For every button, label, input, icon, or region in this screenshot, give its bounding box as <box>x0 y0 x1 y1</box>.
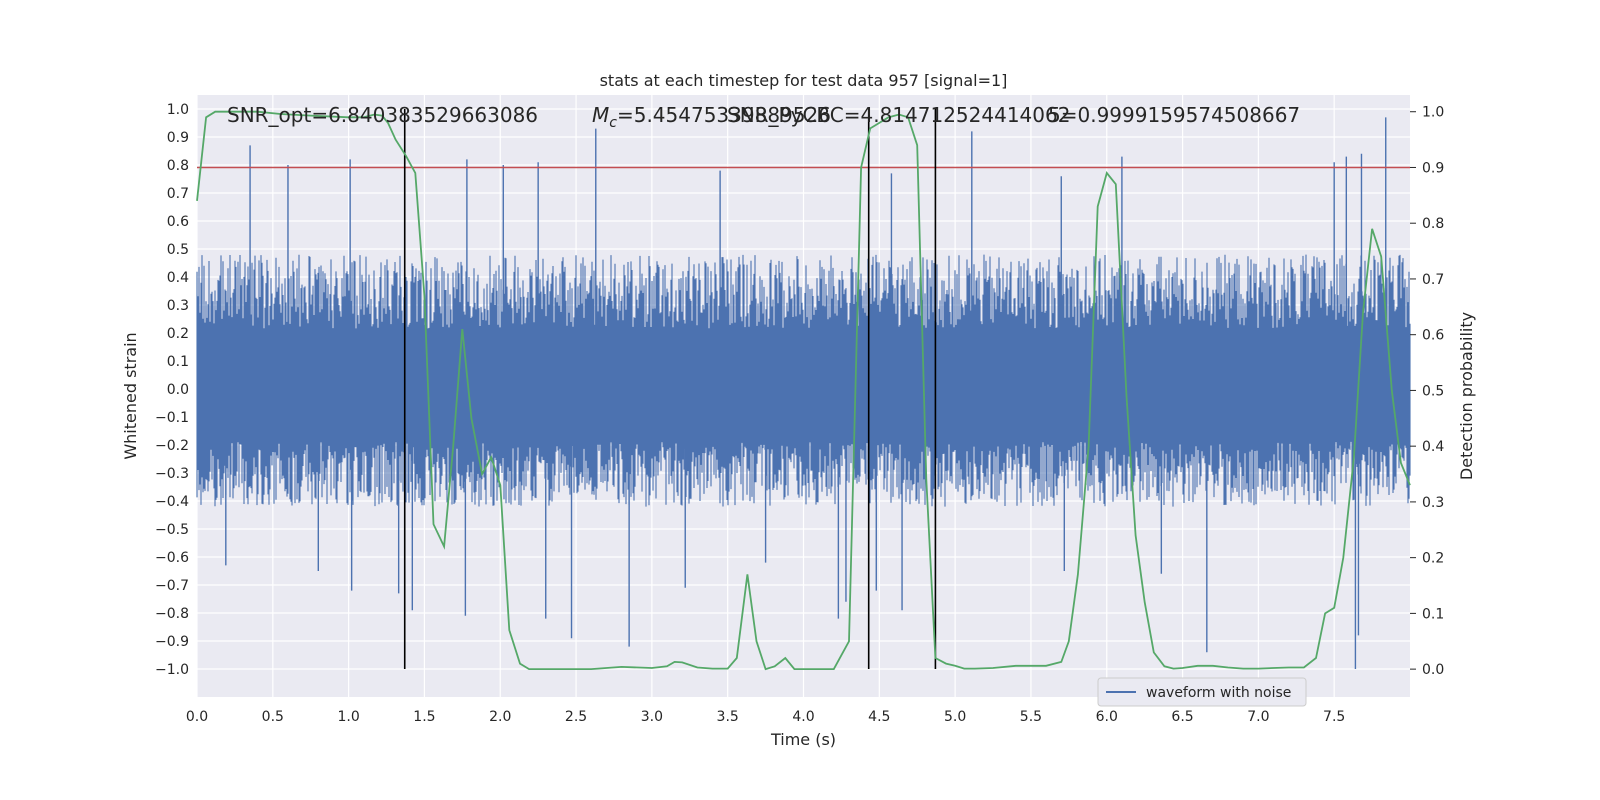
y-left-tick-label: −1.0 <box>155 662 189 678</box>
waveform-noise-band <box>196 254 1411 507</box>
y-left-tick-label: −0.9 <box>155 634 189 650</box>
annotation-mc-value: =5.45475339889526 <box>617 103 831 127</box>
y-left-tick-label: 0.4 <box>167 270 189 286</box>
y-left-tick-label: −0.5 <box>155 522 189 538</box>
y-left-tick-label: 0.6 <box>167 214 189 230</box>
annotation-mc-subscript: c <box>609 115 617 131</box>
y-right-axis-ticks: 1.0 0.9 0.8 0.7 0.6 0.5 0.4 0.3 0.2 0.1 0.0 <box>1410 105 1444 678</box>
y-right-tick-label: 0.1 <box>1422 606 1444 622</box>
x-tick-label: 0.0 <box>186 709 208 725</box>
x-tick-label: 1.0 <box>337 709 359 725</box>
annotation-snr-opt: SNR_opt=6.840383529663086 <box>227 103 538 127</box>
y-left-tick-label: −0.3 <box>155 466 189 482</box>
y-right-tick-label: 0.6 <box>1422 328 1444 344</box>
legend: waveform with noise <box>1097 677 1307 707</box>
y-left-tick-label: 0.2 <box>167 326 189 342</box>
y-left-tick-label: 1.0 <box>167 102 189 118</box>
y-left-tick-label: 0.3 <box>167 298 189 314</box>
y-left-tick-label: −0.7 <box>155 578 189 594</box>
y-left-tick-label: −0.1 <box>155 410 189 426</box>
x-tick-label: 6.5 <box>1171 709 1193 725</box>
x-tick-label: 6.0 <box>1096 709 1118 725</box>
legend-label-waveform: waveform with noise <box>1146 685 1291 701</box>
y-left-tick-label: 0.5 <box>167 242 189 258</box>
x-axis-ticks: 0.0 0.5 1.0 1.5 2.0 2.5 3.0 3.5 4.0 4.5 5.0 5.5 6.0 6… <box>186 709 1345 725</box>
annotation-snr-pycbc: SNR_PyCBC=4.814712524414062 <box>727 103 1070 127</box>
x-tick-label: 7.0 <box>1247 709 1269 725</box>
x-tick-label: 0.5 <box>262 709 284 725</box>
y-left-tick-label: 0.8 <box>167 158 189 174</box>
y-left-tick-label: 0.1 <box>167 354 189 370</box>
x-tick-label: 2.5 <box>565 709 587 725</box>
y-right-tick-label: 0.5 <box>1422 383 1444 399</box>
y-left-tick-label: 0.7 <box>167 186 189 202</box>
detection-probability-line <box>196 110 1411 671</box>
x-tick-label: 5.5 <box>1020 709 1042 725</box>
y-left-tick-label: −0.4 <box>155 494 189 510</box>
chart-title: stats at each timestep for test data 957… <box>600 71 1008 90</box>
annotation-mc-symbol: M <box>592 103 609 127</box>
y-right-tick-label: 0.4 <box>1422 439 1444 455</box>
x-axis-label: Time (s) <box>770 730 836 749</box>
y-right-axis-label: Detection probability <box>1457 312 1476 480</box>
y-right-tick-label: 0.2 <box>1422 551 1444 567</box>
y-left-axis-ticks: 1.0 0.9 0.8 0.7 0.6 0.5 0.4 0.3 0.2 0.1 0.0 −0.1 −0.… <box>155 102 189 678</box>
y-left-tick-label: −0.2 <box>155 438 189 454</box>
y-right-tick-label: 0.9 <box>1422 160 1444 176</box>
annotation-probability: 5=0.9999159574508667 <box>1048 103 1300 127</box>
x-tick-label: 4.0 <box>792 709 814 725</box>
x-tick-label: 7.5 <box>1323 709 1345 725</box>
annotation-chirp-mass: Mc=5.45475339889526 <box>592 103 831 131</box>
y-left-tick-label: 0.0 <box>167 382 189 398</box>
y-left-tick-label: −0.6 <box>155 550 189 566</box>
x-tick-label: 3.5 <box>717 709 739 725</box>
x-tick-label: 3.0 <box>641 709 663 725</box>
x-tick-label: 2.0 <box>489 709 511 725</box>
y-right-tick-label: 0.8 <box>1422 216 1444 232</box>
y-right-tick-label: 0.0 <box>1422 662 1444 678</box>
y-right-tick-label: 0.3 <box>1422 495 1444 511</box>
y-right-tick-label: 1.0 <box>1422 105 1444 121</box>
x-tick-label: 4.5 <box>868 709 890 725</box>
y-right-tick-label: 0.7 <box>1422 272 1444 288</box>
event-markers <box>403 109 937 669</box>
y-left-tick-label: −0.8 <box>155 606 189 622</box>
y-left-axis-label: Whitened strain <box>121 332 140 459</box>
y-left-tick-label: 0.9 <box>167 130 189 146</box>
x-tick-label: 5.0 <box>944 709 966 725</box>
x-tick-label: 1.5 <box>413 709 435 725</box>
legend-box <box>1097 677 1307 707</box>
